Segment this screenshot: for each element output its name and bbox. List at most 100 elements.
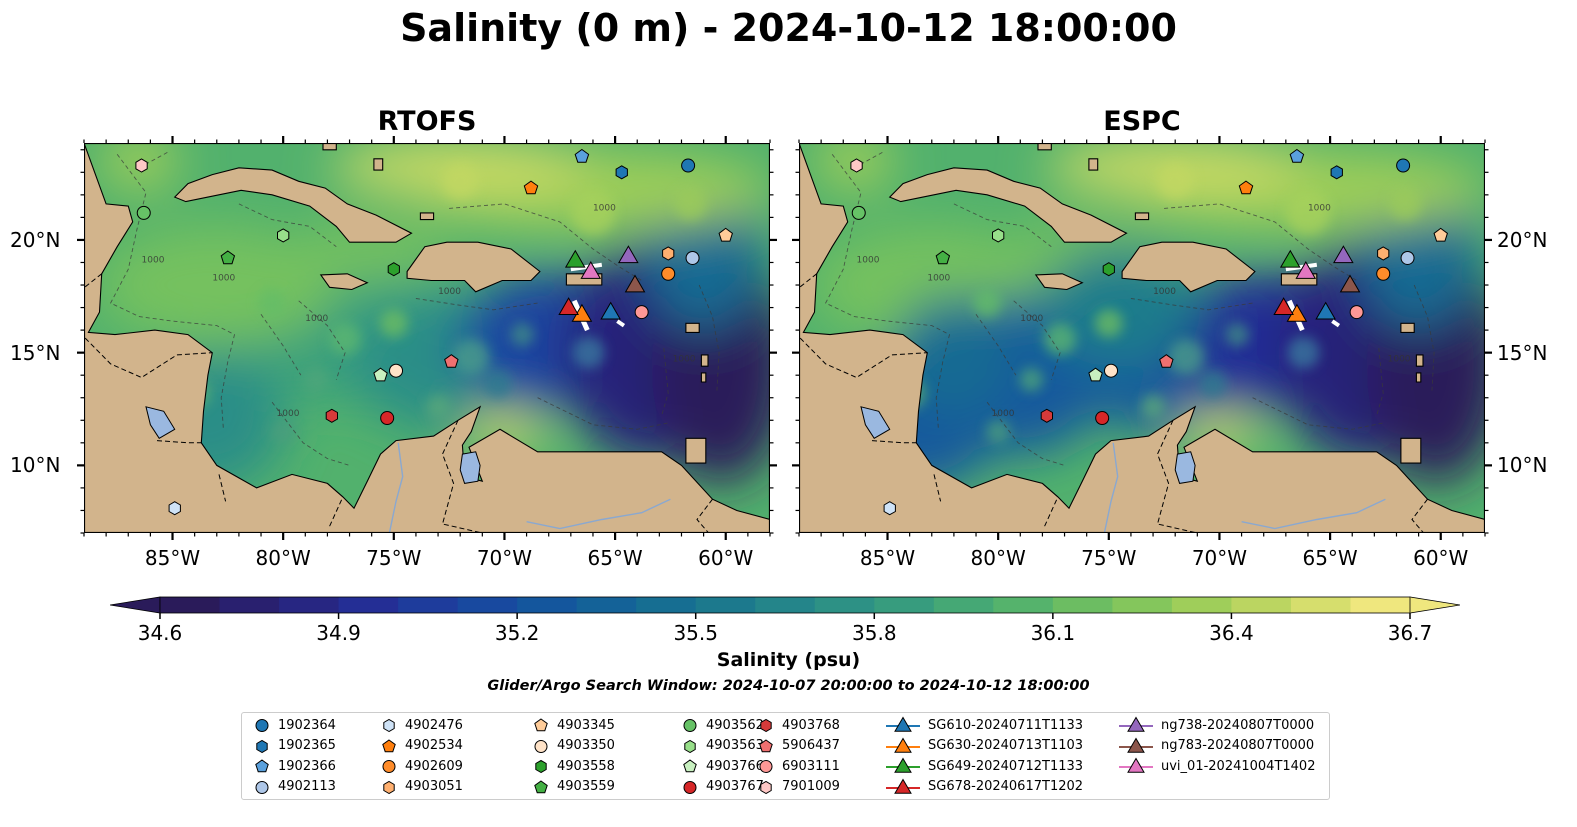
glider-marker-SG678-20240617T1202 <box>558 297 579 315</box>
legend-item: 4903767 <box>682 777 764 797</box>
lon-tick-label: 85°W <box>859 546 916 570</box>
legend-label: SG678-20240617T1202 <box>928 779 1084 794</box>
legend-marker-hexagon-icon <box>684 739 696 753</box>
float-marker-4903562 <box>136 205 151 220</box>
colorbar-tick-label: 35.8 <box>852 621 897 645</box>
float-marker-7901009 <box>850 158 863 173</box>
glider-marker-SG649-20240712T1133 <box>564 249 586 268</box>
legend-marker-circle-icon <box>683 719 697 732</box>
float-marker-1902365 <box>615 165 628 180</box>
lon-tick-label: 75°W <box>366 546 422 570</box>
glider-marker-SG610-20240711T1133 <box>600 301 621 320</box>
lat-tick-label-left: 10°N <box>10 453 61 478</box>
float-marker-4902476 <box>168 501 181 516</box>
colorbar-tick-label: 34.6 <box>137 621 183 645</box>
float-marker-6903111 <box>1349 305 1364 320</box>
lon-tick-label: 60°W <box>1413 546 1469 570</box>
legend-item: 1902364 <box>254 715 336 735</box>
map-panel-rtofs: 1000 1000 1000 1000 1000 1000 1000 <box>84 143 770 533</box>
legend-marker-hexagon-icon <box>383 780 395 794</box>
panel-title-rtofs: RTOFS <box>377 106 477 137</box>
legend-label: 7901009 <box>782 779 840 794</box>
float-marker-4903766 <box>373 367 388 382</box>
legend-marker-hexagon-icon <box>760 718 772 733</box>
svg-text:1000: 1000 <box>212 274 235 284</box>
colorbar-tick-label: 36.1 <box>1030 621 1076 645</box>
legend-marker-pentagon-icon <box>534 779 548 793</box>
legend-marker-pentagon-icon <box>683 759 697 773</box>
legend-label: 4903558 <box>557 758 615 774</box>
colorbar-tick-label: 35.5 <box>673 621 718 645</box>
legend-label: 4902534 <box>405 738 463 753</box>
glider-marker-SG678-20240617T1202 <box>1273 297 1294 315</box>
legend-item: 4903559 <box>533 777 615 797</box>
legend-label: ng738-20240807T0000 <box>1161 717 1315 733</box>
float-marker-4903558 <box>387 262 400 277</box>
lon-tick-label: 80°W <box>255 546 311 570</box>
float-marker-4902476 <box>883 501 896 516</box>
glider-marker-SG649-20240712T1133 <box>1279 249 1301 268</box>
float-marker-4903051 <box>662 246 675 261</box>
legend-item: 4903051 <box>381 777 463 797</box>
float-marker-4903768 <box>1040 408 1053 423</box>
lat-tick-label-left: 20°N <box>10 227 61 252</box>
glider-marker-uvi_01-20241004T1402 <box>1295 260 1317 279</box>
legend-label: 4902476 <box>405 717 463 733</box>
float-marker-4903562 <box>851 205 866 220</box>
map-panel-espc: 1000 1000 1000 1000 1000 1000 1000 <box>799 143 1485 533</box>
legend-item: ng783-20240807T0000 <box>1119 736 1314 756</box>
legend-marker-circle-icon <box>255 719 269 732</box>
float-marker-1902366 <box>574 148 590 163</box>
legend-label: 4903350 <box>557 738 615 753</box>
legend-item: 4903766 <box>682 756 764 776</box>
float-marker-5906437 <box>444 354 459 368</box>
float-marker-1902366 <box>1289 148 1305 163</box>
panel-title-espc: ESPC <box>1103 106 1181 137</box>
legend-marker-triangle-icon <box>1119 716 1153 732</box>
float-marker-1902365 <box>1330 165 1343 180</box>
legend-label: 1902364 <box>278 717 336 733</box>
colorbar-title: Salinity (psu) <box>716 649 861 671</box>
float-marker-4902609 <box>1376 266 1391 281</box>
float-marker-6903111 <box>634 305 649 320</box>
float-marker-5906437 <box>1159 354 1174 368</box>
legend-marker-pentagon-icon <box>534 718 548 732</box>
legend-label: 4903563 <box>706 738 764 753</box>
float-marker-4902534 <box>523 180 539 195</box>
legend-label: 1902365 <box>278 738 336 753</box>
legend-marker-triangle-icon <box>1119 737 1153 753</box>
legend-item: 1902365 <box>254 736 336 756</box>
float-marker-1902364 <box>681 158 696 173</box>
legend-marker-circle-icon <box>683 780 697 794</box>
legend-label: 4903051 <box>405 779 463 794</box>
legend-item: 1902366 <box>254 756 336 776</box>
lon-tick-label: 65°W <box>1302 546 1358 570</box>
lon-tick-label: 70°W <box>476 546 533 570</box>
lon-tick-label: 75°W <box>1081 546 1137 570</box>
legend-marker-hexagon-icon <box>256 739 268 753</box>
legend-item: 4903768 <box>758 715 840 735</box>
legend-item: 6903111 <box>758 756 840 776</box>
svg-text:1000: 1000 <box>438 287 461 297</box>
lat-tick-label-right: 15°N <box>1497 340 1548 365</box>
lon-tick-label: 60°W <box>698 546 754 570</box>
float-marker-4902113 <box>1400 250 1415 265</box>
legend-item: 4903562 <box>682 715 764 735</box>
legend-marker-circle-icon <box>255 780 269 794</box>
legend-item: SG610-20240711T1133 <box>886 715 1083 735</box>
search-window-text: Glider/Argo Search Window: 2024-10-07 20… <box>487 678 1090 694</box>
float-marker-4903563 <box>277 228 290 243</box>
float-marker-4903766 <box>1088 367 1103 382</box>
float-marker-4903559 <box>220 250 236 265</box>
glider-marker-ng738-20240807T0000 <box>618 245 639 264</box>
svg-text:1000: 1000 <box>1308 204 1331 214</box>
legend-label: 5906437 <box>782 738 840 753</box>
legend-marker-triangle-icon <box>886 778 920 794</box>
lat-tick-label-left: 15°N <box>10 340 61 365</box>
legend-label: 4903562 <box>706 717 764 733</box>
glider-marker-ng783-20240807T0000 <box>624 274 646 293</box>
float-marker-4903559 <box>935 250 951 265</box>
float-marker-4903768 <box>325 408 338 423</box>
legend-marker-hexagon-icon <box>535 759 547 774</box>
